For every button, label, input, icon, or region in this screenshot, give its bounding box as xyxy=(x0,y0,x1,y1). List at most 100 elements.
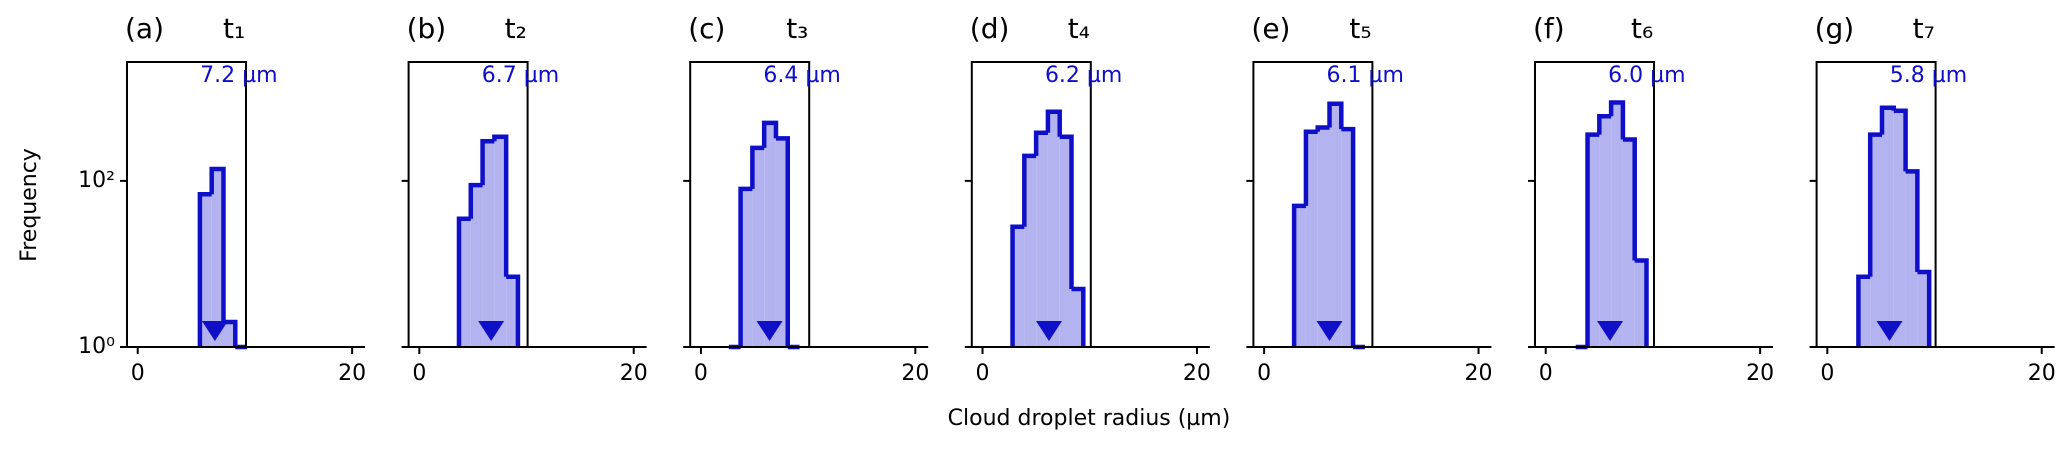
panel-label: (c) xyxy=(688,12,725,45)
histogram-outline xyxy=(1071,286,1086,347)
histogram-bar xyxy=(211,169,224,347)
panel-label: (g) xyxy=(1815,12,1855,45)
histogram-bar xyxy=(1024,155,1037,347)
x-tick-label: 0 xyxy=(1820,361,1834,386)
axes-frame xyxy=(126,61,247,347)
histogram-bar xyxy=(1858,276,1871,347)
histogram-outline xyxy=(1291,203,1306,347)
axes-frame xyxy=(970,61,1092,347)
histogram-bar xyxy=(740,188,753,347)
x-tick-label: 20 xyxy=(620,361,648,386)
histogram-outline xyxy=(223,319,238,347)
histogram-outline xyxy=(1622,137,1637,261)
histogram-outline xyxy=(1303,129,1318,206)
histogram-outline xyxy=(1585,132,1600,347)
y-tick-label: 10² xyxy=(78,168,115,193)
mean-label: 6.4 µm xyxy=(763,63,840,88)
histogram-outline xyxy=(1867,132,1882,277)
histogram-bar xyxy=(1587,134,1600,347)
panel-label: (f) xyxy=(1533,12,1565,45)
histogram-bar xyxy=(1893,110,1906,347)
histogram-outline xyxy=(1917,269,1932,347)
mean-label: 6.1 µm xyxy=(1327,63,1404,88)
histogram-outline xyxy=(761,120,779,148)
histogram-outline xyxy=(1341,126,1356,347)
histogram-bar xyxy=(506,276,518,347)
histogram-bar xyxy=(1071,288,1084,347)
histogram-bar xyxy=(1611,102,1623,347)
histogram-outline xyxy=(1010,224,1025,347)
panel-title: t₁ xyxy=(223,12,245,45)
histogram-bar xyxy=(1881,107,1894,348)
histogram-bar xyxy=(199,194,212,347)
histogram-bar xyxy=(1059,136,1072,347)
histogram-bar xyxy=(482,141,495,347)
mean-label: 7.2 µm xyxy=(200,63,277,88)
axes-frame xyxy=(1534,61,1655,347)
axes-frame xyxy=(1252,61,1374,347)
histogram-bar xyxy=(470,185,483,347)
x-tick-label: 20 xyxy=(1746,361,1774,386)
histogram-outline xyxy=(480,139,495,186)
panel-title: t₃ xyxy=(786,12,808,45)
panel-title: t₄ xyxy=(1068,12,1090,45)
x-tick-label: 0 xyxy=(412,361,426,386)
histogram-outline xyxy=(1059,134,1074,289)
panel-title: t₇ xyxy=(1913,12,1935,45)
mean-label: 6.0 µm xyxy=(1608,63,1685,88)
mean-marker xyxy=(1597,321,1624,341)
histogram-bar xyxy=(1012,226,1025,347)
panel-label: (a) xyxy=(125,12,164,45)
histogram-outline xyxy=(468,182,483,219)
histogram-bar xyxy=(1329,103,1342,347)
histogram-bar xyxy=(1905,171,1918,347)
histogram-outline xyxy=(1033,130,1048,156)
mean-marker xyxy=(478,321,505,341)
histogram-outline xyxy=(1634,258,1649,347)
histogram-outline xyxy=(775,136,791,347)
axes-frame xyxy=(407,61,529,347)
histogram-outline xyxy=(1315,125,1330,132)
histogram-outline xyxy=(1327,101,1344,130)
histogram-bar xyxy=(1294,205,1306,347)
histogram-bar xyxy=(223,321,236,347)
y-tick-label: 10⁰ xyxy=(78,334,115,359)
histogram-bar xyxy=(752,147,765,347)
histogram-bar xyxy=(1622,139,1635,347)
x-tick-label: 20 xyxy=(338,361,366,386)
panel-label: (e) xyxy=(1251,12,1290,45)
histogram-bar xyxy=(494,136,507,347)
panel-title: t₆ xyxy=(1631,12,1653,45)
histogram-bar xyxy=(1599,116,1612,347)
mean-label: 6.7 µm xyxy=(482,63,559,88)
panel-title: t₂ xyxy=(505,12,527,45)
mean-marker xyxy=(201,321,228,341)
histogram-outline xyxy=(506,274,521,347)
mean-marker xyxy=(756,321,783,341)
histogram-outline xyxy=(456,216,471,347)
mean-marker xyxy=(1035,321,1062,341)
histogram-bar xyxy=(1634,260,1647,347)
axes-frame xyxy=(689,61,811,347)
histogram-bar xyxy=(1047,111,1060,347)
histogram-outline xyxy=(750,145,765,189)
histogram-outline xyxy=(1608,100,1626,140)
histogram-bar xyxy=(1317,127,1330,348)
x-tick-label: 20 xyxy=(901,361,929,386)
mean-label: 6.2 µm xyxy=(1045,63,1122,88)
histogram-outline xyxy=(209,166,226,322)
histogram-outline xyxy=(738,186,753,347)
panel-label: (d) xyxy=(970,12,1010,45)
histogram-outline xyxy=(1597,114,1612,135)
panel-title: t₅ xyxy=(1349,12,1371,45)
histogram-outline xyxy=(1905,169,1920,272)
histogram-bar xyxy=(764,122,776,347)
mean-marker xyxy=(1316,321,1343,341)
x-tick-label: 20 xyxy=(2028,361,2056,386)
x-tick-label: 20 xyxy=(1465,361,1493,386)
histogram-outline xyxy=(1045,109,1062,137)
histogram-bar xyxy=(1870,134,1882,347)
histogram-bar xyxy=(458,218,471,347)
histogram-outline xyxy=(197,192,212,347)
